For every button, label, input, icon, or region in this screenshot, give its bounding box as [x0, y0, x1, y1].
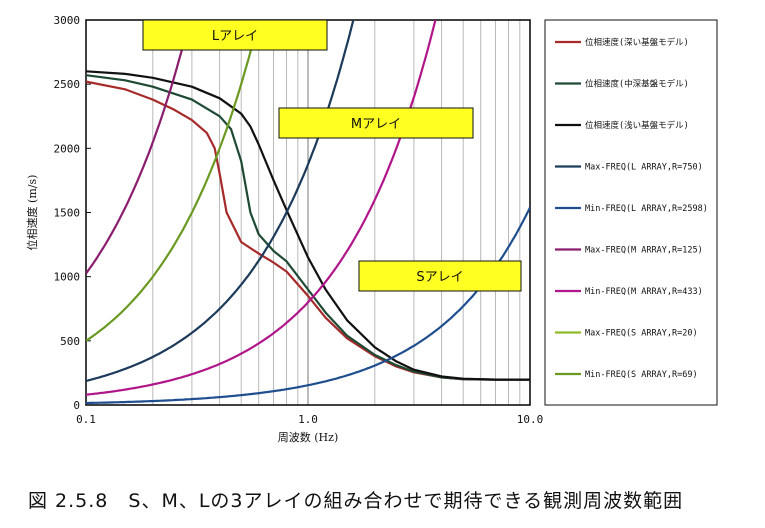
y-tick-label: 500 [60, 335, 80, 348]
annotation-box-frame [358, 260, 522, 292]
annotation-box: Mアレイ [278, 107, 474, 139]
legend-item: 位相速度(浅い基盤モデル) [555, 120, 689, 131]
legend-label: Min-FREQ(S ARRAY,R=69) [585, 370, 698, 380]
series-line-6 [86, 20, 191, 275]
y-tick-label: 0 [73, 399, 80, 412]
legend-label: Max-FREQ(M ARRAY,R=125) [585, 246, 703, 256]
y-tick-label: 1500 [54, 207, 81, 220]
x-axis-label: 周波数 (Hz) [278, 431, 338, 444]
legend: 位相速度(深い基盤モデル) 位相速度(中深基盤モデル) 位相速度(浅い基盤モデル) M… [544, 19, 718, 406]
plot-area: 0 500 1000 1500 2000 2500 3000 0.1 1.0 10.0 周波数 (H… [25, 14, 544, 444]
legend-item: Min-FREQ(L ARRAY,R=2598) [555, 204, 708, 214]
annotation-box-frame [142, 19, 328, 51]
legend-label: Max-FREQ(S ARRAY,R=20) [585, 329, 698, 339]
y-tick-label: 1000 [54, 271, 81, 284]
legend-label: 位相速度(深い基盤モデル) [585, 37, 689, 48]
annotation-label: Mアレイ [351, 117, 401, 132]
series-line-4 [86, 20, 355, 382]
x-tick-label: 10.0 [517, 413, 544, 426]
annotation-box-frame [278, 107, 474, 139]
series-line-2 [86, 74, 530, 381]
annotation-box: Lアレイ [142, 19, 328, 51]
legend-item: 位相速度(中深基盤モデル) [555, 79, 689, 90]
annotation-label: Lアレイ [212, 29, 258, 44]
legend-item: Max-FREQ(M ARRAY,R=125) [555, 246, 703, 256]
legend-label: 位相速度(浅い基盤モデル) [585, 120, 689, 131]
y-tick-label: 3000 [54, 14, 81, 27]
legend-label: 位相速度(中深基盤モデル) [585, 79, 689, 90]
series-layer [86, 20, 530, 405]
legend-item: Max-FREQ(S ARRAY,R=20) [555, 329, 698, 339]
series-line-3 [86, 70, 530, 381]
figure-caption: 図 2.5.8 S、M、Lの3アレイの組み合わせで期待できる観測周波数範囲 [28, 490, 684, 512]
x-tick-label: 0.1 [76, 413, 96, 426]
annotation-label: Sアレイ [416, 270, 463, 285]
annotation-box: Sアレイ [358, 260, 522, 292]
series-line-5 [86, 207, 530, 405]
y-tick-label: 2000 [54, 142, 81, 155]
legend-label: Min-FREQ(M ARRAY,R=433) [585, 287, 703, 297]
legend-label: Max-FREQ(L ARRAY,R=750) [585, 163, 703, 173]
series-line-7 [86, 20, 437, 396]
y-tick-label: 2500 [54, 78, 81, 91]
legend-item: Min-FREQ(S ARRAY,R=69) [555, 370, 698, 380]
legend-item: 位相速度(深い基盤モデル) [555, 37, 689, 48]
legend-item: Max-FREQ(L ARRAY,R=750) [555, 163, 703, 173]
legend-label: Min-FREQ(L ARRAY,R=2598) [585, 204, 708, 214]
series-line-9 [86, 20, 260, 342]
legend-item: Min-FREQ(M ARRAY,R=433) [555, 287, 703, 297]
y-axis-label: 位相速度 (m/s) [25, 175, 39, 251]
x-tick-label: 1.0 [298, 413, 318, 426]
